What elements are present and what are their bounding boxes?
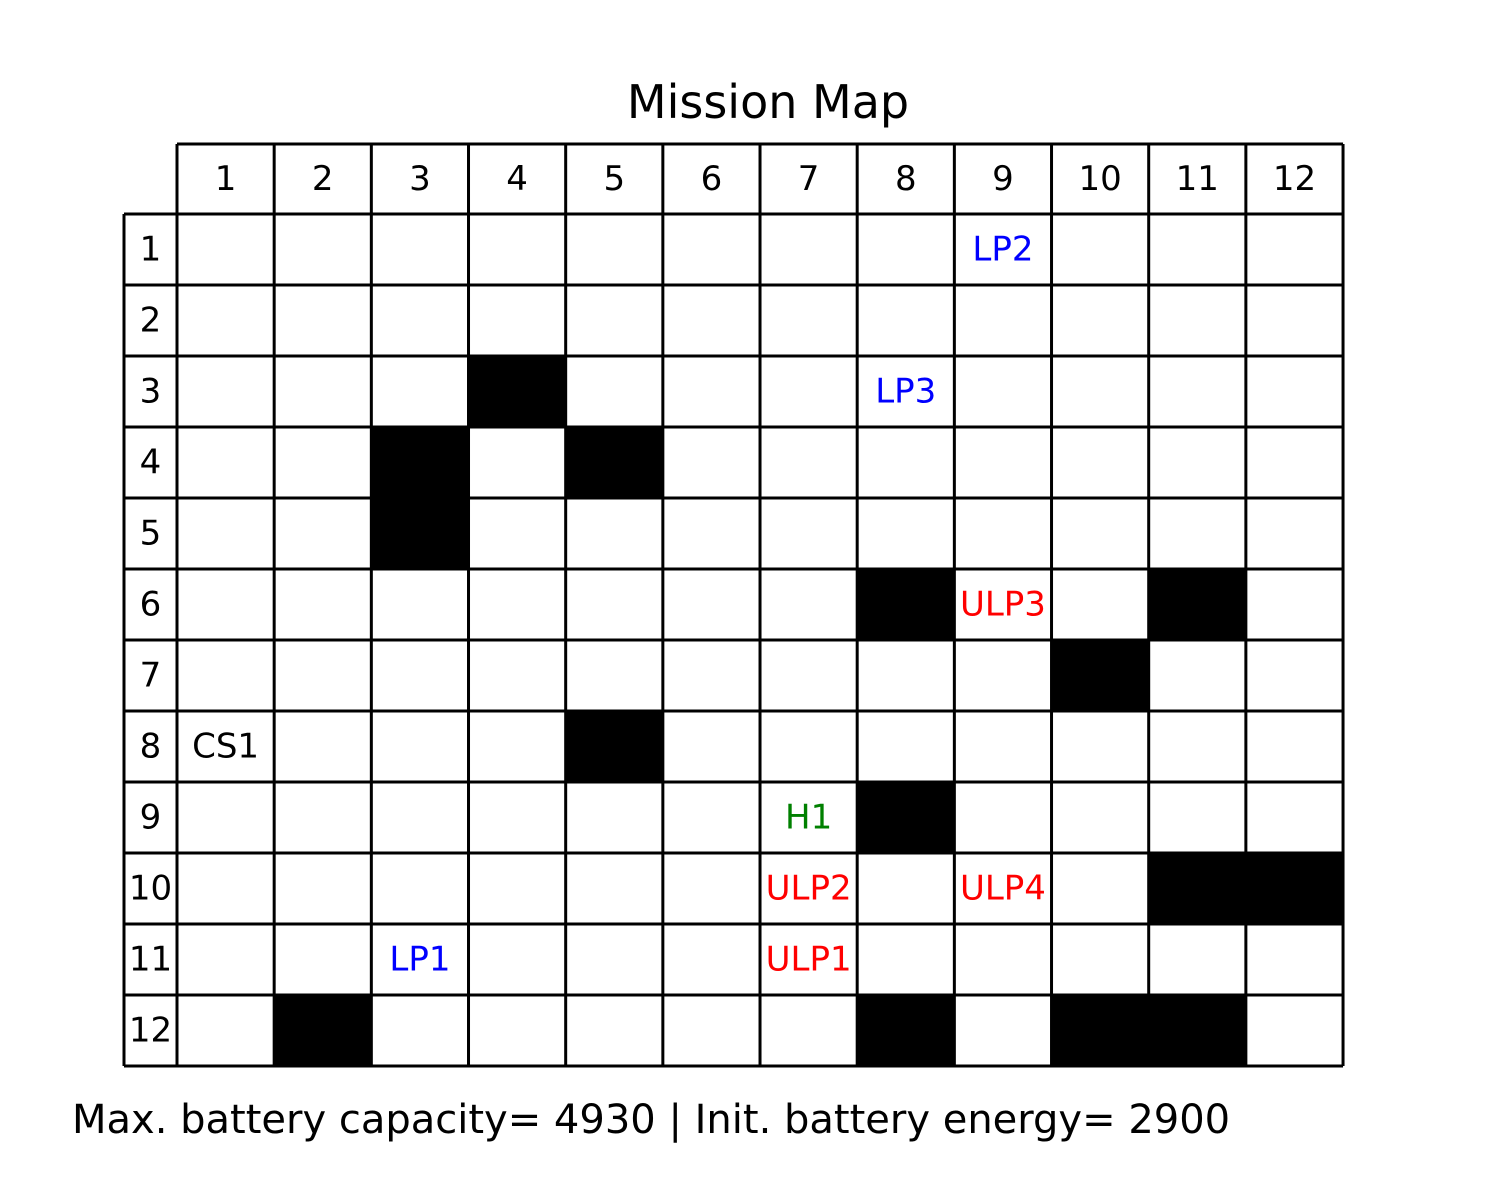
row-header: 12 <box>129 1011 172 1051</box>
cell-marker-label: ULP1 <box>766 940 852 980</box>
row-header: 11 <box>129 940 172 980</box>
obstacle-cell <box>857 782 955 853</box>
cell-marker-label: LP2 <box>972 230 1033 270</box>
column-header: 2 <box>312 159 334 199</box>
obstacle-cell <box>371 427 469 498</box>
row-header: 10 <box>129 869 172 909</box>
cell-marker-label: ULP2 <box>766 869 852 909</box>
cell-marker-label: CS1 <box>192 727 259 767</box>
column-header: 7 <box>798 159 820 199</box>
obstacle-cell <box>274 995 372 1066</box>
column-header: 11 <box>1176 159 1219 199</box>
row-header: 7 <box>140 656 162 696</box>
column-header: 3 <box>409 159 431 199</box>
row-header: 9 <box>140 798 162 838</box>
column-header: 5 <box>603 159 625 199</box>
column-header: 9 <box>992 159 1014 199</box>
obstacle-cell <box>1148 995 1246 1066</box>
cell-marker-label: ULP4 <box>960 869 1046 909</box>
cell-marker-label: LP1 <box>389 940 450 980</box>
column-header: 12 <box>1273 159 1316 199</box>
row-header: 6 <box>140 585 162 625</box>
obstacle-cell <box>1051 995 1149 1066</box>
column-header: 8 <box>895 159 917 199</box>
column-header: 10 <box>1078 159 1121 199</box>
obstacle-cell <box>468 356 566 427</box>
obstacle-cell <box>565 427 663 498</box>
obstacle-cell <box>1148 853 1246 924</box>
page-title: Mission Map <box>626 75 910 129</box>
row-header: 8 <box>140 727 162 767</box>
row-header: 2 <box>140 301 162 341</box>
cell-marker-label: ULP3 <box>960 585 1046 625</box>
obstacle-cell <box>565 711 663 782</box>
cell-marker-label: LP3 <box>875 372 936 412</box>
obstacle-cell <box>1148 569 1246 640</box>
row-header: 1 <box>140 230 162 270</box>
column-header: 1 <box>215 159 237 199</box>
row-header: 5 <box>140 514 162 554</box>
obstacle-cell <box>371 498 469 569</box>
obstacle-cell <box>1245 853 1344 924</box>
battery-info: Max. battery capacity= 4930 | Init. batt… <box>72 1097 1231 1143</box>
column-header: 4 <box>506 159 528 199</box>
row-header: 4 <box>140 443 162 483</box>
obstacle-cell <box>857 569 955 640</box>
column-header: 6 <box>701 159 723 199</box>
row-header: 3 <box>140 372 162 412</box>
cell-marker-label: H1 <box>785 798 832 838</box>
obstacle-cell <box>857 995 955 1066</box>
obstacle-cell <box>1051 640 1149 711</box>
